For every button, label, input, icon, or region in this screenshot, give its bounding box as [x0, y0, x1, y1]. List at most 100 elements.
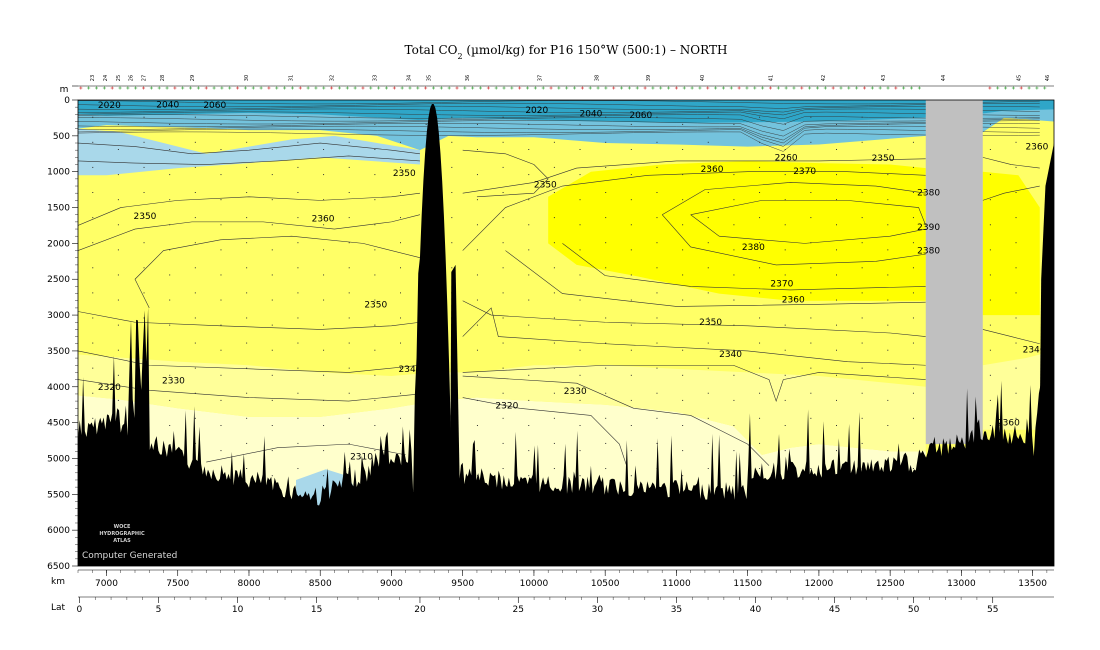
- sample-dot: [271, 199, 273, 201]
- sample-dot: [246, 342, 248, 344]
- sample-dot: [323, 374, 325, 376]
- sample-dot: [682, 425, 684, 427]
- sample-dot: [605, 417, 607, 419]
- sample-dot: [476, 374, 478, 376]
- sample-dot: [553, 292, 555, 294]
- depth-tick-label: 1500: [47, 204, 70, 214]
- sample-dot: [117, 224, 119, 226]
- sample-dot: [912, 242, 914, 244]
- sample-dot: [836, 349, 838, 351]
- sample-dot: [810, 116, 812, 118]
- sample-dot: [682, 299, 684, 301]
- contour-line-16: [462, 397, 627, 466]
- sample-dot: [502, 217, 504, 219]
- sample-dot: [605, 342, 607, 344]
- sample-dot: [348, 242, 350, 244]
- plot-area: [78, 100, 1054, 566]
- sample-dot: [784, 324, 786, 326]
- station-number: 32: [330, 75, 336, 81]
- sample-dot: [220, 450, 222, 452]
- sample-dot: [117, 399, 119, 401]
- sample-dot: [297, 267, 299, 269]
- sample-dot: [220, 148, 222, 150]
- sample-dot: [989, 299, 991, 301]
- contour-label: 2320: [495, 401, 518, 411]
- sample-dot: [989, 274, 991, 276]
- sample-dot: [733, 349, 735, 351]
- sample-dot: [605, 116, 607, 118]
- sample-dot: [1015, 141, 1017, 143]
- sample-dot: [451, 217, 453, 219]
- sample-dot: [374, 148, 376, 150]
- sample-dot: [92, 342, 94, 344]
- sample-dot: [553, 417, 555, 419]
- sample-dot: [733, 324, 735, 326]
- sample-dot: [836, 174, 838, 176]
- sample-dot: [579, 299, 581, 301]
- station-number: 39: [646, 75, 652, 81]
- sample-dot: [502, 116, 504, 118]
- depth-tick-label: 1000: [47, 168, 70, 178]
- sample-dot: [502, 317, 504, 319]
- surface-contour-6: [78, 117, 1040, 131]
- sample-dot: [579, 224, 581, 226]
- sample-dot: [117, 174, 119, 176]
- sample-dot: [92, 267, 94, 269]
- sample-dot: [323, 199, 325, 201]
- sample-dot: [169, 249, 171, 251]
- sample-dot: [861, 217, 863, 219]
- sample-dot: [553, 267, 555, 269]
- sample-dot: [553, 116, 555, 118]
- sample-dot: [528, 324, 530, 326]
- sample-dot: [682, 249, 684, 251]
- sample-dot: [374, 299, 376, 301]
- sample-dot: [323, 224, 325, 226]
- sample-dot: [989, 148, 991, 150]
- surface-contour-9: [78, 125, 1040, 144]
- sample-dot: [810, 442, 812, 444]
- contour-label: 2360: [997, 419, 1020, 429]
- sample-dot: [579, 399, 581, 401]
- sample-dot: [989, 224, 991, 226]
- sample-dot: [887, 299, 889, 301]
- sample-dot: [528, 249, 530, 251]
- sample-dot: [297, 292, 299, 294]
- sample-dot: [836, 123, 838, 125]
- sample-dot: [374, 274, 376, 276]
- sample-dot: [836, 199, 838, 201]
- sample-dot: [271, 450, 273, 452]
- sample-dot: [374, 199, 376, 201]
- sample-dot: [912, 417, 914, 419]
- sample-dot: [143, 192, 145, 194]
- sample-dot: [169, 224, 171, 226]
- sample-dot: [682, 450, 684, 452]
- sample-dot: [630, 123, 632, 125]
- sample-dot: [605, 141, 607, 143]
- sample-dot: [707, 292, 709, 294]
- sample-dot: [810, 468, 812, 470]
- contour-label: 2020: [98, 101, 121, 111]
- sample-dot: [246, 442, 248, 444]
- sample-dot: [476, 224, 478, 226]
- sample-dot: [836, 399, 838, 401]
- station-number: 30: [244, 75, 250, 81]
- sample-dot: [784, 224, 786, 226]
- sample-dot: [861, 116, 863, 118]
- sample-dot: [836, 450, 838, 452]
- sample-dot: [502, 192, 504, 194]
- sample-dot: [476, 299, 478, 301]
- sample-dot: [271, 399, 273, 401]
- distance-unit-label: km: [51, 577, 65, 587]
- sample-dot: [528, 274, 530, 276]
- sample-dot: [374, 174, 376, 176]
- contour-label: 2350: [872, 154, 895, 164]
- sample-dot: [733, 450, 735, 452]
- sample-dot: [784, 299, 786, 301]
- sample-dot: [605, 317, 607, 319]
- station-number: 26: [129, 75, 135, 81]
- sample-dot: [194, 141, 196, 143]
- sample-dot: [451, 116, 453, 118]
- sample-dot: [194, 242, 196, 244]
- sample-dot: [682, 199, 684, 201]
- sample-dot: [656, 292, 658, 294]
